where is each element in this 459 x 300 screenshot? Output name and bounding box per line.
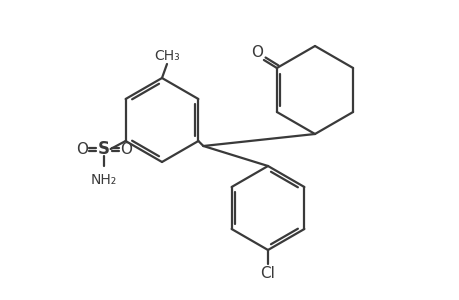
Text: O: O <box>250 44 263 59</box>
Text: O: O <box>119 142 131 157</box>
Text: S: S <box>97 140 109 158</box>
Text: O: O <box>75 142 87 157</box>
Text: CH₃: CH₃ <box>154 49 179 63</box>
Text: Cl: Cl <box>260 266 275 281</box>
Text: NH₂: NH₂ <box>90 173 117 187</box>
